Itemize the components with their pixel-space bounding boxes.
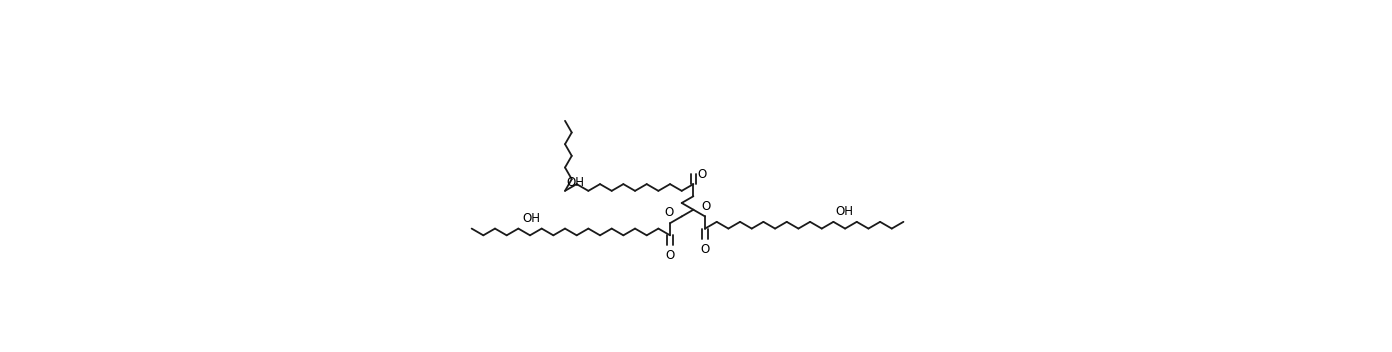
Text: O: O bbox=[664, 206, 674, 219]
Text: O: O bbox=[665, 249, 675, 262]
Text: OH: OH bbox=[835, 205, 853, 218]
Text: OH: OH bbox=[567, 176, 585, 189]
Text: OH: OH bbox=[522, 212, 540, 225]
Text: O: O bbox=[697, 168, 707, 181]
Text: O: O bbox=[700, 243, 710, 256]
Text: O: O bbox=[702, 200, 710, 213]
